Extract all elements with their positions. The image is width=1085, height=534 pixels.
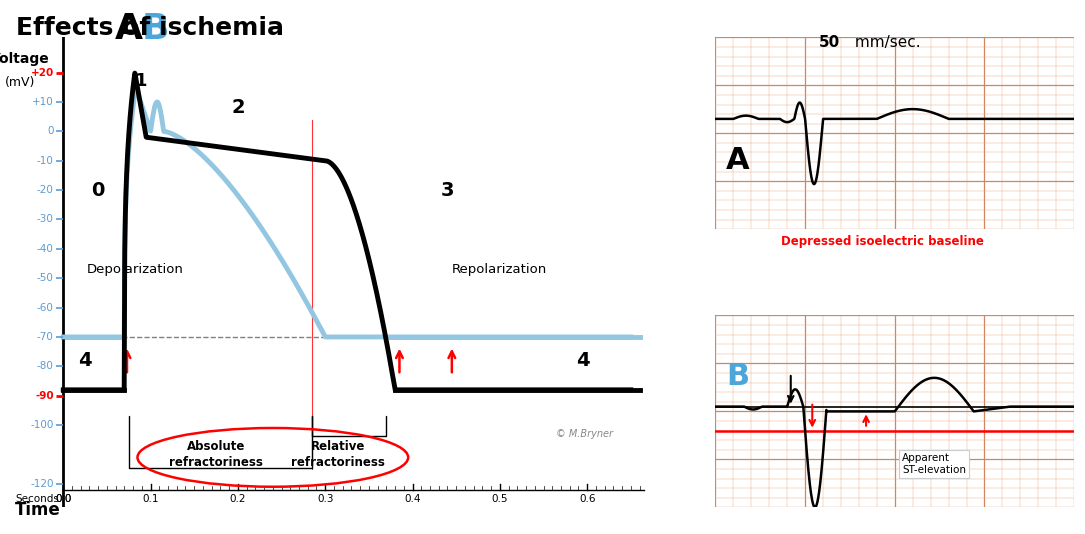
Text: A: A xyxy=(726,146,750,175)
Text: Depressed isoelectric baseline: Depressed isoelectric baseline xyxy=(781,235,984,248)
Text: Absolute
refractoriness: Absolute refractoriness xyxy=(169,440,263,469)
Text: +10: +10 xyxy=(31,97,53,107)
Text: 0.4: 0.4 xyxy=(405,494,421,504)
Text: -40: -40 xyxy=(37,244,53,254)
Text: 50: 50 xyxy=(819,35,841,50)
Text: -30: -30 xyxy=(37,215,53,224)
Text: Relative
refractoriness: Relative refractoriness xyxy=(292,440,385,469)
Text: -80: -80 xyxy=(37,362,53,371)
Text: (mV): (mV) xyxy=(4,75,35,89)
Text: 0.1: 0.1 xyxy=(142,494,158,504)
Text: Apparent
ST-elevation: Apparent ST-elevation xyxy=(902,453,966,475)
Text: Effects of ischemia: Effects of ischemia xyxy=(16,16,284,40)
Text: 0.0: 0.0 xyxy=(55,494,72,504)
Text: 1: 1 xyxy=(135,73,148,90)
Text: -70: -70 xyxy=(37,332,53,342)
Text: B: B xyxy=(141,12,168,46)
Text: Seconds: Seconds xyxy=(15,494,59,504)
Text: 0.6: 0.6 xyxy=(579,494,596,504)
Text: -50: -50 xyxy=(37,273,53,283)
Text: -20: -20 xyxy=(37,185,53,195)
Text: 3: 3 xyxy=(441,180,455,200)
Text: -60: -60 xyxy=(37,303,53,312)
Text: 0.3: 0.3 xyxy=(317,494,333,504)
Text: 0.2: 0.2 xyxy=(230,494,246,504)
Text: B: B xyxy=(726,362,750,391)
Text: 0.0: 0.0 xyxy=(55,494,72,504)
Text: mm/sec.: mm/sec. xyxy=(850,35,920,50)
Text: 4: 4 xyxy=(576,351,589,370)
Text: 0.5: 0.5 xyxy=(492,494,508,504)
Text: -10: -10 xyxy=(37,156,53,166)
Text: +20: +20 xyxy=(30,68,53,77)
Text: © M.Bryner: © M.Bryner xyxy=(557,429,613,439)
Text: -90: -90 xyxy=(35,391,53,400)
Text: 0: 0 xyxy=(91,180,105,200)
Text: -100: -100 xyxy=(30,420,53,430)
Text: 2: 2 xyxy=(231,98,245,117)
Text: 4: 4 xyxy=(78,351,92,370)
Text: Repolarization: Repolarization xyxy=(452,263,548,276)
Text: Time: Time xyxy=(15,501,61,519)
Text: 0: 0 xyxy=(47,127,53,136)
Text: A: A xyxy=(115,12,143,46)
Text: -120: -120 xyxy=(30,479,53,489)
Text: Depolarization: Depolarization xyxy=(87,263,183,276)
Text: Voltage: Voltage xyxy=(0,52,50,66)
